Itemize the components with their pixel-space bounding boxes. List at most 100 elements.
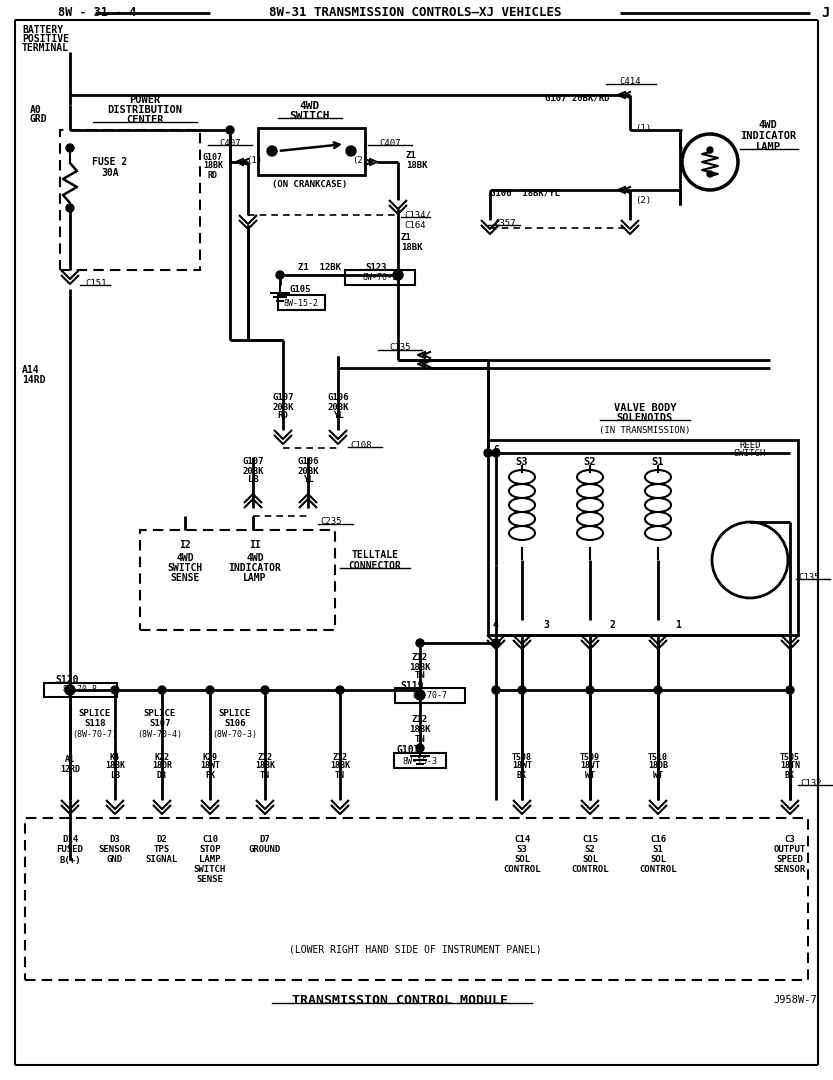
Text: C235: C235 <box>320 517 342 526</box>
Text: J: J <box>822 6 831 21</box>
Text: C14: C14 <box>514 836 530 845</box>
Circle shape <box>492 639 500 647</box>
Text: 18DB: 18DB <box>648 761 668 770</box>
Text: A1: A1 <box>65 756 75 765</box>
Text: SENSE: SENSE <box>170 573 200 583</box>
Text: D3: D3 <box>110 836 121 845</box>
Text: FUSED: FUSED <box>57 846 83 854</box>
Text: 1: 1 <box>675 620 681 630</box>
Text: SWITCH: SWITCH <box>194 865 226 875</box>
Text: C164: C164 <box>404 220 426 230</box>
Text: 20BK: 20BK <box>272 403 294 411</box>
Text: B(+): B(+) <box>59 855 81 864</box>
Circle shape <box>336 686 344 694</box>
Text: LAMP: LAMP <box>756 141 781 152</box>
Text: (1): (1) <box>246 156 262 164</box>
Bar <box>60 130 200 270</box>
Text: S2: S2 <box>585 846 596 854</box>
Text: TPS: TPS <box>154 846 170 854</box>
Text: 18BK: 18BK <box>409 662 431 672</box>
Text: SWITCH: SWITCH <box>734 449 766 459</box>
Bar <box>488 440 798 635</box>
Text: GND: GND <box>107 855 123 864</box>
Text: 30A: 30A <box>101 168 119 178</box>
Text: TN: TN <box>415 672 426 680</box>
Circle shape <box>276 271 284 279</box>
Text: S3: S3 <box>516 846 527 854</box>
Text: GROUND: GROUND <box>249 846 281 854</box>
Circle shape <box>158 686 166 694</box>
Text: 8W-31 TRANSMISSION CONTROLS—XJ VEHICLES: 8W-31 TRANSMISSION CONTROLS—XJ VEHICLES <box>269 6 561 19</box>
Circle shape <box>65 685 75 696</box>
Text: C108: C108 <box>350 441 372 449</box>
Bar <box>345 270 415 285</box>
Circle shape <box>415 690 425 700</box>
Text: CONNECTOR: CONNECTOR <box>348 561 402 571</box>
Text: WT: WT <box>585 770 595 780</box>
Text: CONTROL: CONTROL <box>639 865 676 875</box>
Text: 8W-15-2: 8W-15-2 <box>283 298 318 308</box>
Text: SWITCH: SWITCH <box>290 111 330 121</box>
Text: LB: LB <box>247 475 258 485</box>
Circle shape <box>66 144 74 152</box>
Circle shape <box>484 449 492 457</box>
Text: SPEED: SPEED <box>776 855 804 864</box>
Text: D14: D14 <box>62 836 78 845</box>
Circle shape <box>346 146 356 156</box>
Text: WT: WT <box>653 770 663 780</box>
Text: BK: BK <box>517 770 527 780</box>
Text: CONTROL: CONTROL <box>571 865 609 875</box>
Text: 4: 4 <box>493 620 499 630</box>
Text: TRANSMISSION CONTROL MODULE: TRANSMISSION CONTROL MODULE <box>292 994 508 1007</box>
Circle shape <box>226 126 234 134</box>
Text: STOP: STOP <box>199 846 221 854</box>
Text: S2: S2 <box>584 457 596 467</box>
Text: G106: G106 <box>297 458 319 467</box>
Text: 18OR: 18OR <box>152 761 172 770</box>
Text: 18BK: 18BK <box>330 761 350 770</box>
Text: T509: T509 <box>580 753 600 761</box>
Text: Z12: Z12 <box>257 753 272 761</box>
Text: S120: S120 <box>55 675 78 685</box>
Text: C134/: C134/ <box>404 211 431 219</box>
Text: Z1: Z1 <box>406 151 416 161</box>
Text: SENSE: SENSE <box>197 876 223 885</box>
Text: S3: S3 <box>516 457 528 467</box>
Text: RD: RD <box>277 411 288 420</box>
Text: S1: S1 <box>652 846 663 854</box>
Text: 8W-70-9: 8W-70-9 <box>362 273 397 283</box>
Text: 4WD: 4WD <box>177 553 194 563</box>
Text: SOL: SOL <box>582 855 598 864</box>
Text: 4WD: 4WD <box>759 120 777 130</box>
Bar <box>44 683 117 697</box>
Text: G105: G105 <box>289 285 311 295</box>
Text: 20BK: 20BK <box>297 467 319 475</box>
Text: A0: A0 <box>30 105 42 114</box>
Text: YL: YL <box>332 411 343 420</box>
Text: LAMP: LAMP <box>199 855 221 864</box>
Bar <box>25 818 808 980</box>
Text: C407: C407 <box>379 138 401 148</box>
Text: (8W-70-4): (8W-70-4) <box>137 729 182 739</box>
Circle shape <box>654 686 662 694</box>
Text: INDICATOR: INDICATOR <box>740 131 796 141</box>
Text: PK: PK <box>205 770 215 780</box>
Circle shape <box>393 270 403 280</box>
Text: BK: BK <box>785 770 795 780</box>
Text: 4WD: 4WD <box>300 102 320 111</box>
Text: SOL: SOL <box>650 855 666 864</box>
Text: 8W - 31 - 4: 8W - 31 - 4 <box>58 6 137 19</box>
Text: C15: C15 <box>582 836 598 845</box>
Text: 18BK: 18BK <box>255 761 275 770</box>
Circle shape <box>518 686 526 694</box>
Circle shape <box>586 686 594 694</box>
Text: 3: 3 <box>543 620 549 630</box>
Text: 12RD: 12RD <box>60 765 80 773</box>
Text: C407: C407 <box>219 138 241 148</box>
Bar <box>278 295 325 310</box>
Text: S106: S106 <box>224 719 246 729</box>
Text: INDICATOR: INDICATOR <box>228 563 282 573</box>
Circle shape <box>66 204 74 212</box>
Text: G107: G107 <box>272 393 294 403</box>
Text: REED: REED <box>739 441 761 449</box>
